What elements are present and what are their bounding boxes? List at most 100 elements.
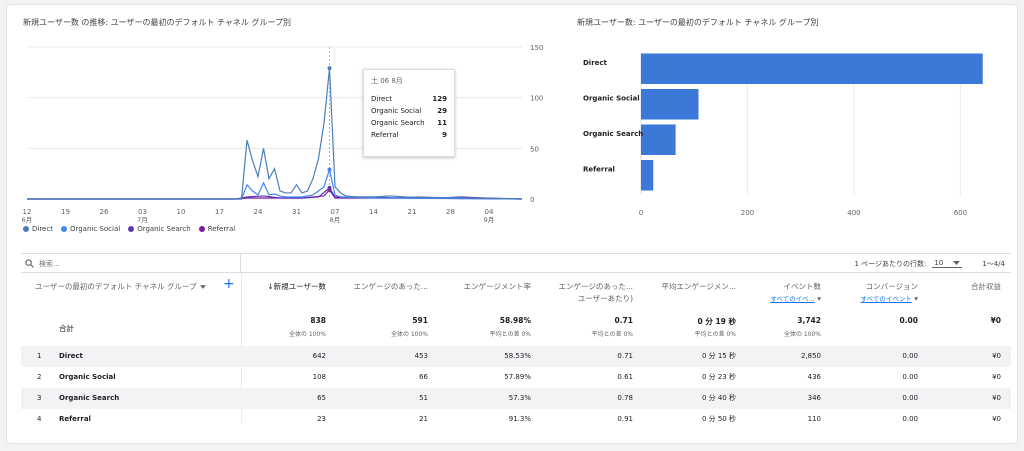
row-cell: 0 分 15 秒: [701, 352, 736, 360]
rows-per-page: 1 ページあたりの行数: 10 1〜4/4: [854, 254, 1005, 273]
header-engaged-sessions[interactable]: エンゲージのあった...: [353, 282, 428, 291]
row-index: 3: [37, 394, 42, 402]
row-cell: 0 分 23 秒: [701, 373, 736, 381]
report-card: 新規ユーザー数 の推移: ユーザーの最初のデフォルト チャネル グループ別 15…: [6, 4, 1018, 444]
row-cell: 23: [317, 415, 326, 423]
hover-point: [327, 66, 332, 71]
row-cell: 0 分 40 秒: [701, 394, 736, 402]
header-new-users[interactable]: ↓新規ユーザー数: [267, 282, 326, 291]
header-avg-engagement-time[interactable]: 平均エンゲージメン...: [661, 282, 736, 291]
header-conversions[interactable]: コンバージョン: [865, 282, 918, 291]
totals-subtext: 全体の 100%: [783, 331, 821, 338]
x-tick-label: 17: [215, 208, 224, 216]
table-row[interactable]: 1 Direct 642 453 58.53% 0.71 0 分 15 秒 2,850 0.00…: [21, 346, 1011, 367]
header-engaged-per-user[interactable]: エンゲージのあった...: [558, 282, 633, 291]
totals-value: ¥0: [990, 316, 1001, 325]
row-cell: ¥0: [992, 394, 1001, 402]
tooltip-row: Referral 9: [371, 131, 447, 139]
x-tick-label: 26: [100, 208, 109, 216]
table-row[interactable]: 2 Organic Social 108 66 57.89% 0.61 0 分 23 秒 43…: [21, 367, 1011, 388]
totals-value: 838: [310, 316, 326, 325]
legend-item[interactable]: Organic Social: [60, 225, 120, 233]
row-cell: 65: [317, 394, 326, 402]
row-channel-name: Direct: [59, 352, 83, 360]
bar-category-label: Organic Search: [583, 130, 643, 138]
x-tick-label: 14: [369, 208, 378, 216]
dimension-header[interactable]: ユーザーの最初のデフォルト チャネル グループ: [35, 281, 206, 292]
search-box[interactable]: [21, 254, 241, 273]
row-cell: ¥0: [992, 352, 1001, 360]
header-total-revenue[interactable]: 合計収益: [971, 282, 1001, 291]
header-event-filter[interactable]: すべてのイベ... ▾: [770, 294, 821, 303]
totals-value: 0.00: [899, 316, 918, 325]
y-tick-label: 150: [530, 44, 543, 52]
tooltip-date: 土 06 8月: [371, 77, 403, 85]
table-row[interactable]: 3 Organic Search 65 51 57.3% 0.78 0 分 40 秒 346 0…: [21, 388, 1011, 409]
totals-value: 0 分 19 秒: [697, 317, 737, 326]
row-cell: 642: [312, 352, 326, 360]
legend-dot-icon: [60, 226, 67, 232]
x-tick-label: 400: [847, 209, 860, 217]
legend-item[interactable]: Organic Search: [128, 225, 191, 233]
x-tick-label: 600: [954, 209, 967, 217]
x-tick-label: 21: [408, 208, 417, 216]
header-engagement-rate[interactable]: エンゲージメント率: [463, 282, 531, 291]
totals-label: 合計: [59, 324, 74, 333]
row-channel-name: Referral: [59, 415, 91, 423]
legend-item[interactable]: Direct: [23, 225, 53, 233]
x-tick-label: 24: [254, 208, 263, 216]
x-tick-label: 07: [331, 208, 340, 216]
totals-subtext: 全体の 100%: [390, 331, 428, 338]
totals-subtext: 平均との差 0%: [489, 331, 531, 338]
table-toolbar: 1 ページあたりの行数: 10 1〜4/4: [21, 253, 1011, 273]
bar-chart-title: 新規ユーザー数: ユーザーの最初のデフォルト チャネル グループ別: [577, 18, 819, 27]
row-cell: 453: [414, 352, 428, 360]
legend-dot-icon: [23, 226, 29, 232]
header-event-count[interactable]: イベント数: [783, 282, 822, 291]
x-tick-label: 200: [741, 209, 754, 217]
bar-organic-search: [641, 124, 676, 156]
y-tick-label: 100: [530, 95, 543, 103]
series-line-organic-social: [27, 167, 523, 200]
row-cell: 2,850: [800, 352, 821, 360]
totals-value: 0.71: [614, 316, 633, 325]
legend-dot-icon: [198, 226, 205, 232]
caret-down-icon: [953, 261, 961, 265]
tooltip-label: Organic Social: [371, 107, 422, 115]
rows-per-page-select[interactable]: 10: [932, 259, 963, 268]
row-cell: 57.3%: [508, 394, 531, 402]
x-tick-label: 04: [485, 208, 494, 216]
hover-point: [327, 167, 332, 172]
dimension-header-label: ユーザーの最初のデフォルト チャネル グループ: [35, 282, 197, 291]
line-chart-title: 新規ユーザー数 の推移: ユーザーの最初のデフォルト チャネル グループ別: [23, 18, 291, 27]
x-tick-label: 28: [446, 208, 455, 216]
legend-item[interactable]: Referral: [198, 225, 235, 233]
totals-value: 58.98%: [499, 316, 531, 325]
row-cell: 66: [419, 373, 428, 381]
conversion-filter-label: すべてのイベント: [860, 295, 912, 303]
row-cell: 0.61: [617, 373, 633, 381]
rows-per-page-label: 1 ページあたりの行数:: [854, 259, 927, 268]
search-input[interactable]: [39, 259, 219, 268]
header-engaged-per-user-line2: ユーザーあたり): [577, 294, 633, 303]
header-conversion-filter[interactable]: すべてのイベント ▾: [860, 294, 918, 303]
row-cell: 0.00: [902, 352, 918, 360]
row-cell: ¥0: [992, 415, 1001, 423]
tooltip-value: 9: [442, 131, 447, 139]
bar-category-label: Referral: [583, 165, 615, 173]
tooltip-row: Direct 129: [371, 95, 447, 103]
table-row[interactable]: 4 Referral 23 21 91.3% 0.91 0 分 50 秒 110 0.00 ¥0: [21, 409, 1011, 430]
bar-referral: [641, 159, 654, 191]
row-channel-name: Organic Search: [59, 394, 120, 402]
x-tick-label: 03: [138, 208, 147, 216]
totals-subtext: 平均との差 0%: [591, 331, 633, 338]
add-dimension-icon[interactable]: +: [223, 276, 235, 292]
bar-chart[interactable]: 0 200 400 600 Direct Organic Social Organic Se…: [567, 35, 1007, 225]
search-icon: [25, 259, 34, 268]
y-tick-label: 50: [530, 145, 539, 153]
rows-per-page-value: 10: [934, 259, 944, 267]
row-cell: 57.89%: [504, 373, 531, 381]
x-tick-month: 6月: [22, 216, 33, 224]
row-cell: 0.00: [902, 373, 918, 381]
